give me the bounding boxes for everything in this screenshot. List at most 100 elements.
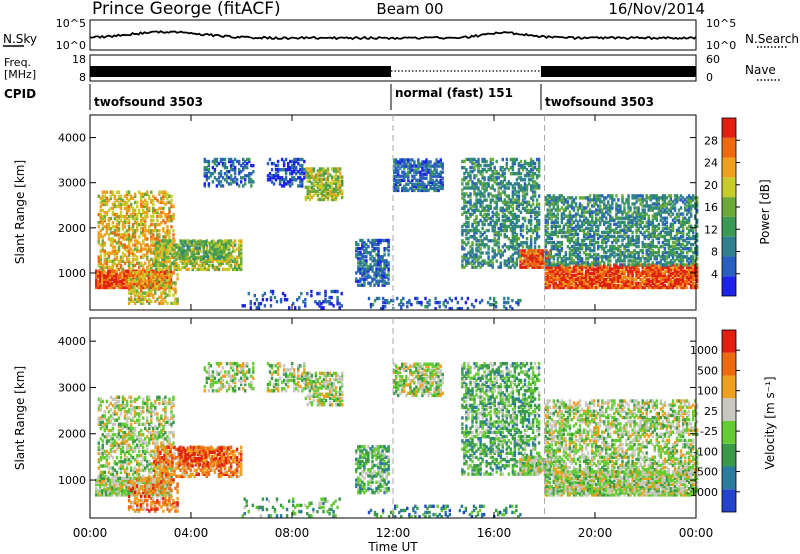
data-cell	[509, 222, 513, 227]
data-cell	[255, 298, 258, 302]
data-cell	[115, 225, 119, 229]
data-cell	[471, 159, 474, 164]
data-cell	[246, 174, 249, 178]
data-cell	[121, 237, 125, 241]
data-cell	[439, 186, 442, 191]
data-cell	[491, 265, 494, 269]
data-cell	[379, 261, 382, 265]
data-cell	[220, 252, 224, 256]
data-cell	[99, 243, 102, 247]
data-cell	[631, 283, 634, 288]
data-cell	[515, 241, 519, 245]
data-cell	[493, 194, 496, 198]
data-cell	[324, 191, 328, 196]
data-cell	[519, 265, 522, 269]
data-cell	[487, 192, 490, 196]
data-cell	[322, 177, 326, 181]
data-cell	[641, 265, 644, 269]
data-cell	[479, 172, 482, 176]
data-cell	[425, 176, 428, 180]
data-cell	[278, 176, 282, 180]
data-cell	[303, 172, 306, 176]
data-cell	[659, 275, 662, 279]
data-cell	[160, 281, 163, 285]
data-cell	[603, 283, 606, 288]
data-cell	[363, 259, 366, 263]
data-cell	[162, 283, 165, 287]
data-cell	[207, 184, 211, 188]
data-cell	[150, 223, 153, 227]
data-cell	[297, 161, 300, 166]
data-cell	[142, 253, 145, 257]
data-cell	[465, 230, 468, 235]
data-cell	[467, 182, 470, 186]
data-cell	[461, 255, 464, 259]
data-cell	[471, 259, 474, 263]
data-cell	[144, 291, 147, 295]
data-cell	[359, 247, 362, 251]
data-cell	[487, 247, 490, 251]
data-cell	[154, 208, 157, 213]
data-cell	[461, 178, 464, 182]
data-cell	[207, 170, 211, 174]
data-cell	[219, 172, 223, 176]
data-cell	[212, 256, 216, 260]
data-cell	[503, 214, 506, 219]
data-cell	[409, 186, 412, 191]
data-cell	[535, 251, 538, 255]
data-cell	[314, 175, 318, 179]
data-cell	[357, 242, 360, 247]
data-cell	[197, 263, 200, 268]
data-cell	[415, 186, 418, 191]
data-cell	[115, 241, 119, 245]
data-cell	[359, 277, 362, 281]
data-cell	[240, 261, 243, 265]
data-cell	[477, 239, 480, 243]
data-cell	[115, 275, 118, 279]
data-cell	[659, 269, 662, 273]
data-cell	[399, 160, 402, 164]
data-cell	[152, 208, 155, 213]
data-cell	[578, 202, 582, 206]
data-cell	[129, 247, 133, 251]
data-cell	[303, 159, 306, 164]
data-cell	[129, 239, 133, 243]
data-cell	[105, 196, 109, 200]
data-cell	[529, 210, 533, 214]
data-cell	[535, 168, 539, 172]
data-cell	[373, 259, 376, 263]
data-cell	[268, 176, 272, 180]
data-cell	[212, 244, 216, 248]
data-cell	[523, 188, 527, 192]
data-cell	[645, 275, 648, 279]
data-cell	[661, 271, 665, 275]
data-cell	[623, 265, 626, 269]
data-cell	[115, 198, 119, 203]
data-cell	[429, 160, 432, 164]
data-cell	[156, 279, 159, 283]
data-cell	[133, 219, 137, 223]
data-cell	[568, 236, 572, 241]
data-cell	[214, 256, 218, 260]
data-cell	[176, 273, 179, 277]
data-cell	[341, 179, 344, 183]
data-cell	[306, 187, 309, 191]
data-cell	[423, 184, 426, 189]
data-cell	[413, 160, 416, 164]
data-cell	[103, 257, 106, 261]
data-cell	[377, 242, 380, 247]
data-cell	[521, 194, 525, 198]
data-cell	[257, 306, 261, 310]
data-cell	[157, 267, 160, 272]
data-cell	[531, 198, 535, 202]
data-cell	[425, 170, 428, 174]
data-cell	[170, 219, 173, 223]
data-cell	[308, 197, 312, 202]
data-cell	[171, 253, 174, 257]
data-cell	[97, 285, 100, 290]
data-cell	[385, 265, 388, 269]
data-cell	[517, 194, 521, 198]
data-cell	[525, 245, 529, 249]
data-cell	[140, 289, 143, 293]
data-cell	[525, 161, 529, 166]
